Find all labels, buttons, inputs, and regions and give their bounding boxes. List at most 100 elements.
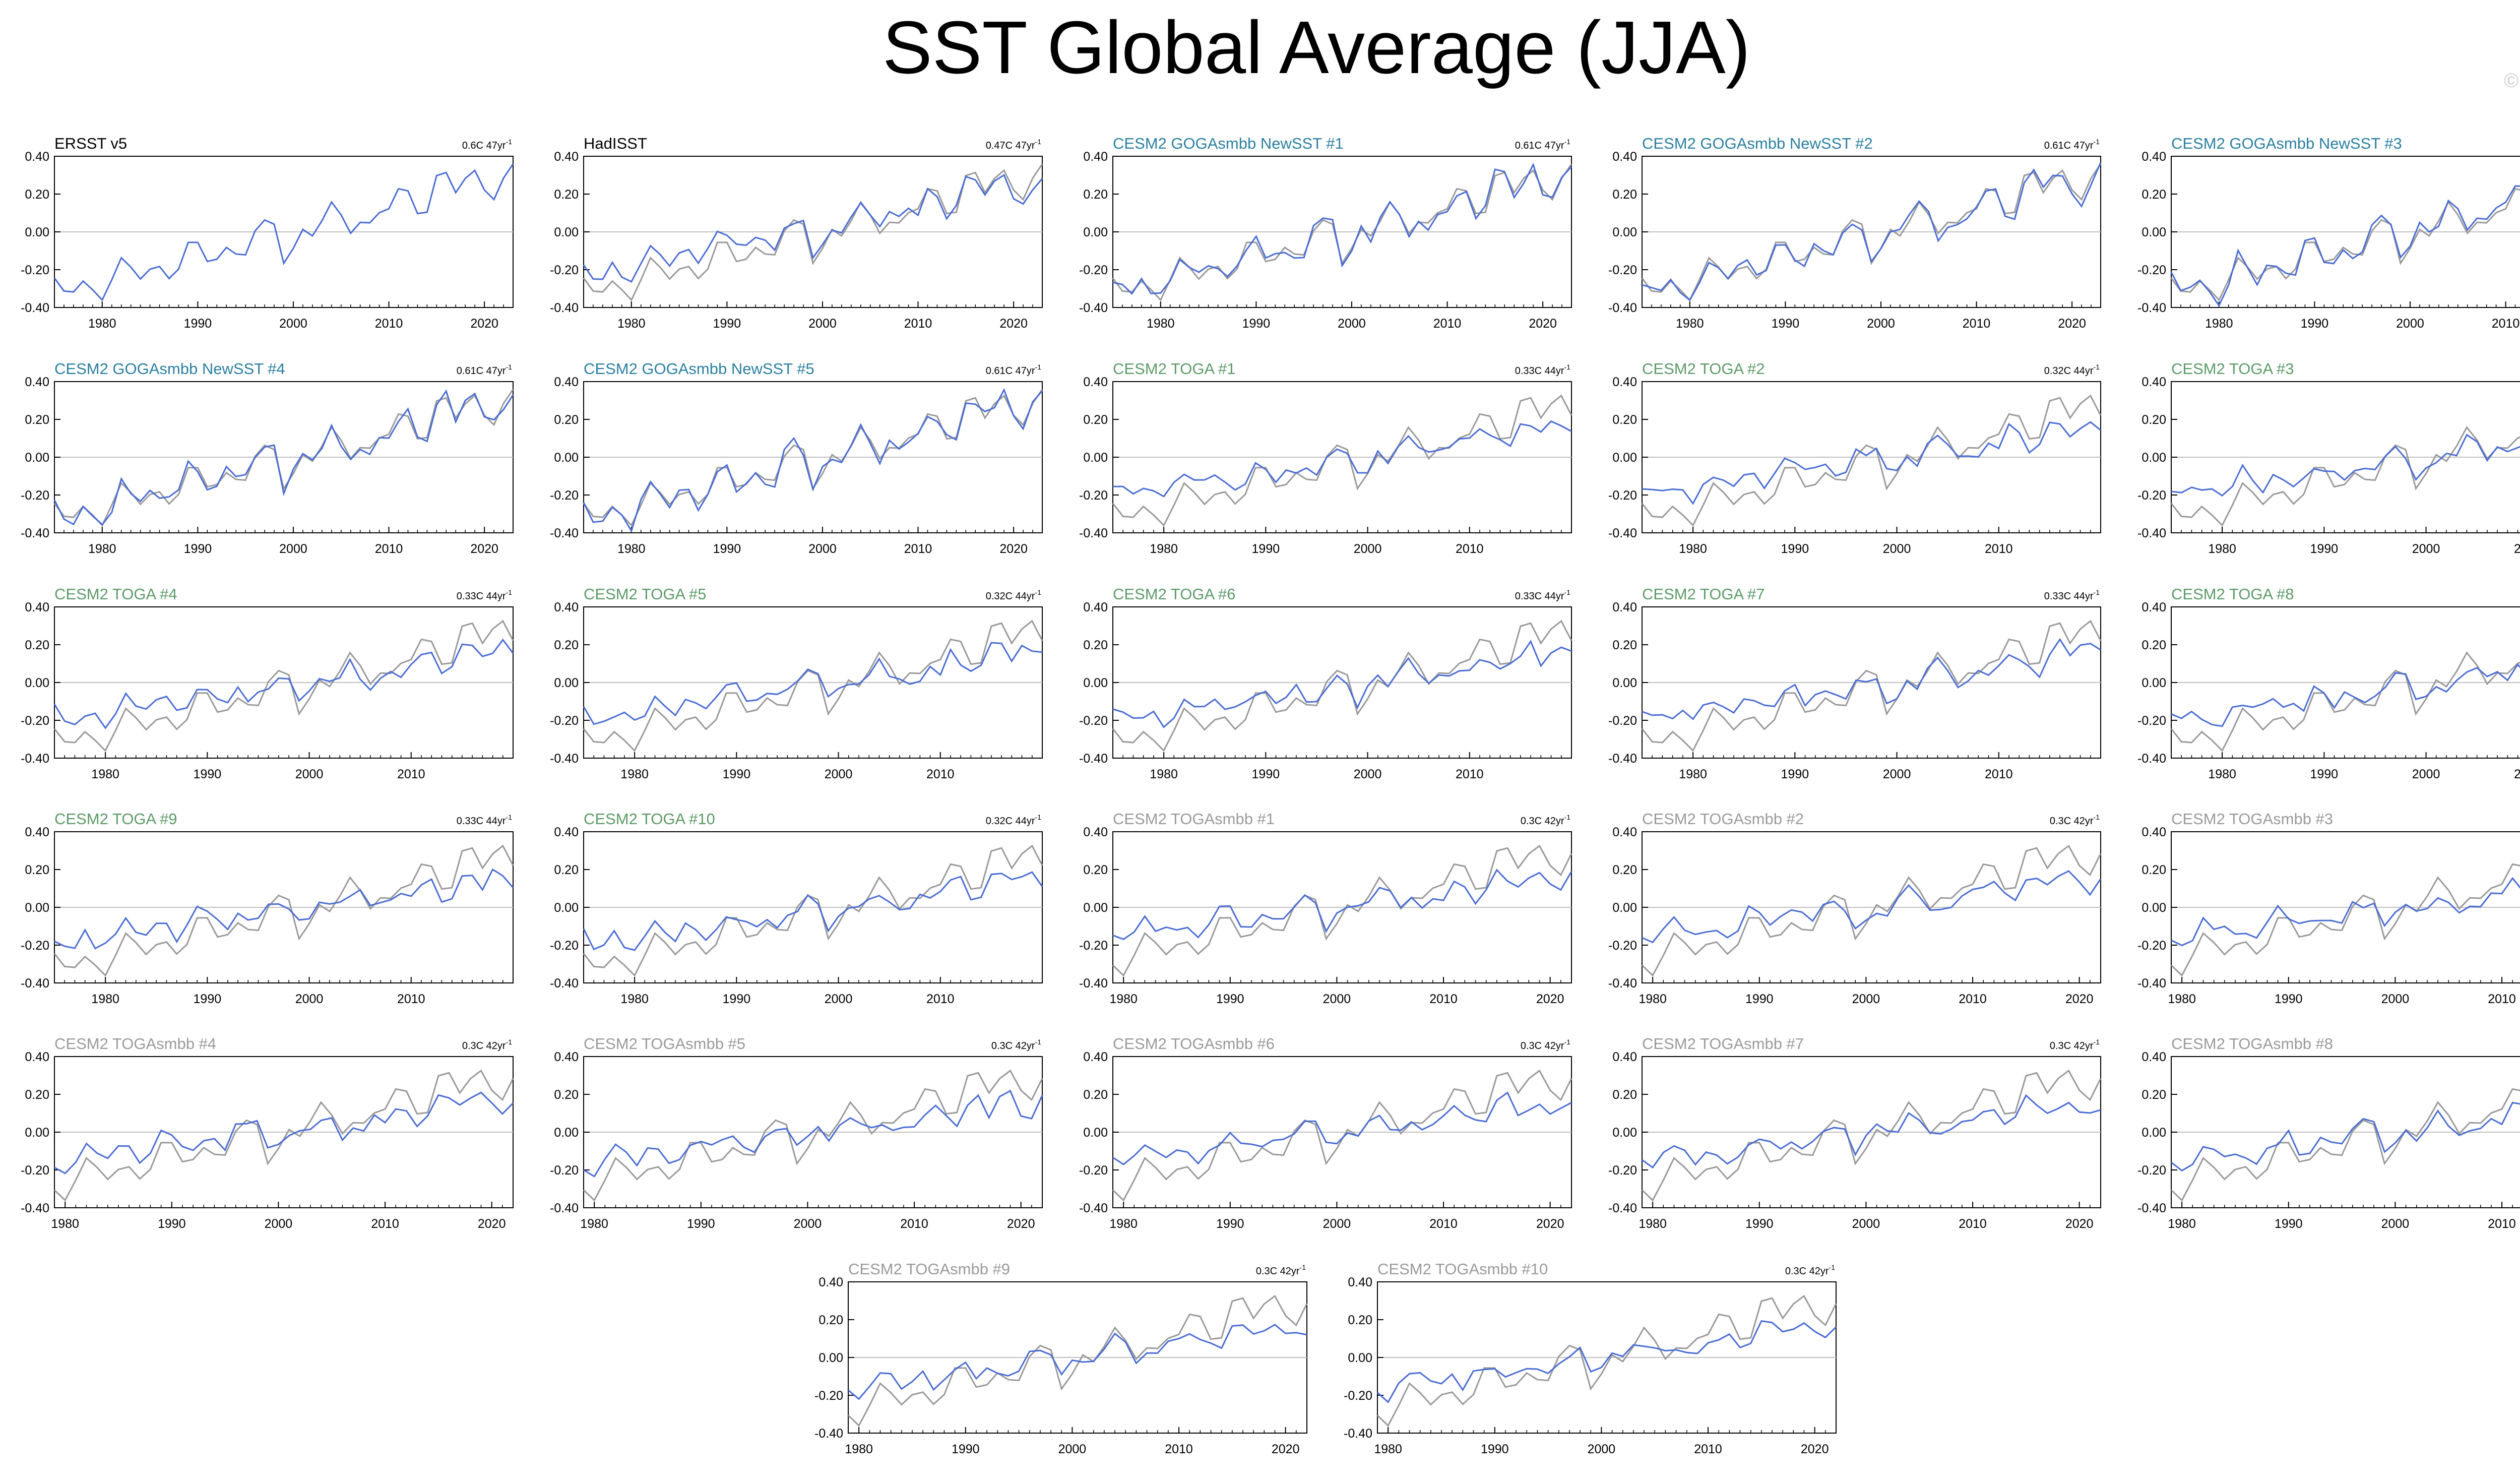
panel-trend: 0.3C 42yr-1: [1256, 1263, 1306, 1277]
x-tick-label: 1980: [1109, 992, 1138, 1006]
trend-exponent: -1: [1829, 1263, 1836, 1271]
x-tick-label: 2000: [1883, 767, 1911, 781]
y-tick-label: -0.20: [2137, 488, 2166, 503]
y-tick-label: -0.20: [1608, 939, 1637, 953]
y-tick-label: 0.00: [554, 901, 579, 915]
series-primary: [54, 868, 514, 950]
series-primary: [1642, 638, 2101, 720]
panel-title: ERSST v5: [54, 135, 127, 152]
panel-9: CESM2 TOGA #2 0.32C 44yr-1 0.40 0.20 0.00 -0.…: [1608, 360, 2102, 556]
x-tick-label: 1990: [2310, 542, 2339, 556]
x-tick-label: 1990: [687, 1217, 715, 1231]
series-primary: [2171, 877, 2520, 947]
x-tick-label: 2000: [825, 767, 853, 781]
panel-title: CESM2 TOGAsmbb #2: [1642, 810, 1804, 828]
series-primary: [2171, 1101, 2520, 1172]
x-tick-label: 2010: [397, 992, 425, 1006]
x-tick-label: 2020: [999, 542, 1028, 556]
panel-title: CESM2 TOGAsmbb #4: [54, 1035, 216, 1053]
panel-trend: 0.33C 44yr-1: [457, 588, 513, 602]
series-primary: [583, 871, 1043, 951]
series-reference: [1112, 620, 1572, 752]
x-tick-label: 2000: [2381, 992, 2410, 1006]
panel-trend: 0.3C 42yr-1: [1785, 1263, 1835, 1277]
panel-title: CESM2 TOGA #4: [54, 585, 177, 603]
y-tick-label: -0.40: [814, 1427, 843, 1441]
x-tick-label: 1980: [1639, 1217, 1667, 1231]
panel-title: CESM2 GOGAsmbb NewSST #1: [1113, 135, 1344, 152]
series-reference: [1112, 1069, 1572, 1202]
y-tick-label: -0.20: [21, 263, 49, 277]
x-tick-label: 1990: [158, 1217, 186, 1231]
y-tick-label: 0.40: [1083, 600, 1108, 614]
y-tick-label: -0.20: [2137, 1163, 2166, 1178]
y-tick-label: -0.40: [550, 976, 579, 991]
series-primary: [1112, 1091, 1572, 1165]
series-reference: [583, 620, 1043, 752]
y-tick-label: 0.00: [554, 225, 579, 239]
y-tick-label: -0.20: [2137, 939, 2166, 953]
panel-23: CESM2 TOGAsmbb #6 0.3C 42yr-1 0.40 0.20 0.00…: [1079, 1035, 1572, 1231]
y-tick-label: 0.20: [1348, 1313, 1372, 1327]
panel-27: CESM2 TOGAsmbb #10 0.3C 42yr-1 0.40 0.20 0.0…: [1344, 1260, 1837, 1456]
y-tick-label: -0.20: [550, 263, 579, 277]
series-reference: [1112, 844, 1572, 977]
panel-4: CESM2 GOGAsmbb NewSST #2 0.61C 47yr-1 0.40…: [1608, 135, 2102, 331]
panel-title: CESM2 TOGAsmbb #6: [1113, 1035, 1275, 1053]
y-tick-label: 0.20: [1612, 1088, 1637, 1102]
panel-8: CESM2 TOGA #1 0.33C 44yr-1 0.40 0.20 0.00 -0.…: [1079, 360, 1572, 556]
y-tick-label: -0.20: [21, 714, 49, 728]
y-tick-label: -0.40: [1079, 526, 1108, 540]
y-tick-label: 0.00: [1083, 451, 1108, 465]
x-tick-label: 1990: [194, 767, 222, 781]
x-tick-label: 1980: [88, 317, 116, 331]
y-tick-label: 0.20: [1083, 863, 1108, 877]
x-tick-label: 2000: [808, 542, 837, 556]
x-tick-label: 2010: [2488, 992, 2516, 1006]
y-tick-label: -0.40: [1608, 1201, 1637, 1215]
y-tick-label: 0.40: [1612, 1050, 1637, 1064]
y-tick-label: 0.20: [2141, 188, 2166, 202]
x-tick-label: 2000: [1588, 1442, 1616, 1456]
series-primary: [1112, 640, 1572, 728]
panel-trend: 0.32C 44yr-1: [2044, 363, 2100, 377]
y-tick-label: -0.20: [21, 488, 49, 503]
y-tick-label: -0.20: [1079, 488, 1108, 503]
panel-trend: 0.33C 44yr-1: [1515, 588, 1571, 602]
x-tick-label: 2000: [1852, 992, 1880, 1006]
x-tick-label: 2000: [1883, 542, 1911, 556]
trend-exponent: -1: [506, 138, 513, 146]
series-primary: [2170, 185, 2520, 307]
y-tick-label: 0.20: [1083, 413, 1108, 427]
series-reference: [1641, 620, 2102, 752]
x-tick-label: 2010: [926, 992, 955, 1006]
x-tick-label: 2010: [2514, 542, 2520, 556]
x-tick-label: 2010: [375, 542, 403, 556]
x-tick-label: 2010: [904, 317, 932, 331]
y-tick-label: -0.20: [2137, 263, 2166, 277]
series-primary: [54, 1091, 514, 1174]
y-tick-label: 0.40: [1612, 150, 1637, 164]
series-primary: [1642, 162, 2102, 301]
y-tick-label: -0.40: [1079, 752, 1108, 766]
panel-title: CESM2 GOGAsmbb NewSST #4: [54, 360, 285, 378]
y-tick-label: 0.20: [818, 1313, 843, 1327]
series-primary: [1642, 1094, 2101, 1169]
series-primary: [583, 642, 1043, 725]
y-tick-label: 0.00: [1348, 1351, 1372, 1365]
x-tick-label: 1980: [1150, 767, 1178, 781]
y-tick-label: 0.00: [25, 901, 49, 915]
y-tick-label: -0.20: [21, 1163, 49, 1178]
x-tick-label: 1990: [1772, 317, 1800, 331]
y-tick-label: 0.20: [2141, 638, 2166, 652]
trend-exponent: -1: [2094, 588, 2100, 596]
x-tick-label: 1990: [2275, 992, 2303, 1006]
trend-exponent: -1: [1035, 813, 1042, 821]
panel-title: CESM2 TOGA #8: [2171, 585, 2294, 603]
panel-22: CESM2 TOGAsmbb #5 0.3C 42yr-1 0.40 0.20 0.00…: [550, 1035, 1043, 1231]
x-tick-label: 2010: [2488, 1217, 2516, 1231]
x-tick-label: 2000: [1867, 317, 1895, 331]
series-reference: [583, 163, 1043, 301]
y-tick-label: 0.20: [554, 638, 579, 652]
x-tick-label: 2010: [900, 1217, 928, 1231]
